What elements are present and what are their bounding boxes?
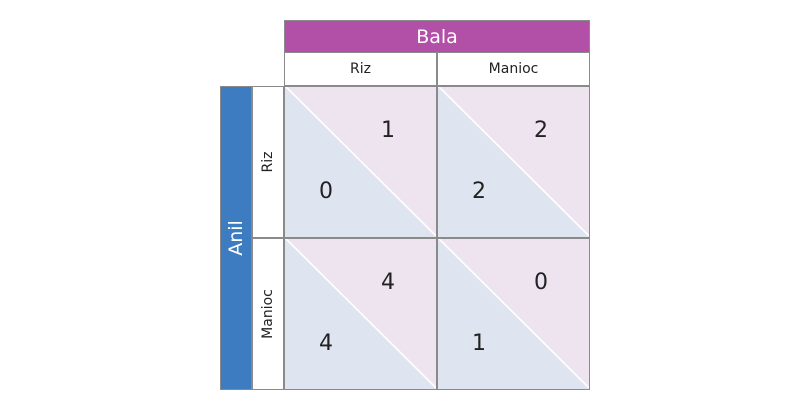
bala-payoff: 1 bbox=[381, 118, 395, 143]
column-strategy-riz: Riz bbox=[284, 52, 437, 86]
row-strategy-label: Riz bbox=[260, 151, 276, 173]
payoff-cell-manioc-riz: 4 4 bbox=[284, 238, 437, 390]
anil-payoff: 2 bbox=[472, 179, 486, 204]
row-strategy-manioc: Manioc bbox=[252, 238, 284, 390]
row-strategy-label: Manioc bbox=[260, 289, 276, 339]
payoff-cell-riz-manioc: 2 2 bbox=[437, 86, 590, 238]
anil-payoff: 0 bbox=[319, 179, 333, 204]
bala-payoff: 0 bbox=[534, 270, 548, 295]
bala-payoff: 4 bbox=[381, 270, 395, 295]
bala-payoff: 2 bbox=[534, 118, 548, 143]
row-player-name: Anil bbox=[225, 220, 247, 256]
row-player-label: Anil bbox=[220, 86, 252, 390]
column-player-label: Bala bbox=[284, 20, 590, 52]
payoff-cell-riz-riz: 0 1 bbox=[284, 86, 437, 238]
payoff-cell-manioc-manioc: 1 0 bbox=[437, 238, 590, 390]
anil-payoff: 1 bbox=[472, 331, 486, 356]
anil-payoff: 4 bbox=[319, 331, 333, 356]
column-strategy-manioc: Manioc bbox=[437, 52, 590, 86]
row-strategy-riz: Riz bbox=[252, 86, 284, 238]
